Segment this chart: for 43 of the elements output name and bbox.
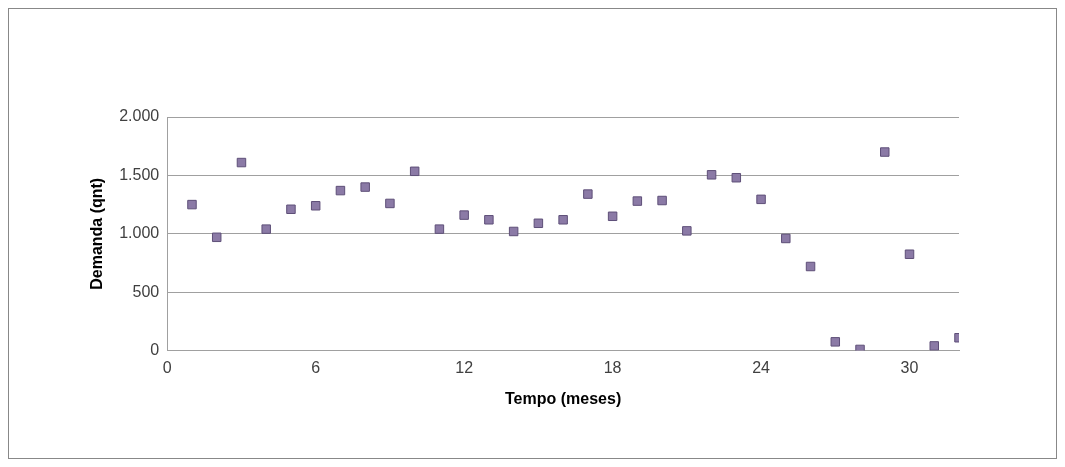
- point: [335, 185, 346, 196]
- point: [236, 157, 247, 168]
- point: [781, 233, 791, 244]
- y-tick-label: 1.000: [119, 224, 160, 242]
- point: [434, 224, 445, 234]
- x-tick-label: 6: [311, 358, 321, 376]
- point: [310, 201, 321, 211]
- point: [756, 194, 766, 205]
- point: [706, 170, 717, 180]
- point: [409, 166, 420, 177]
- y-tick-label: 500: [132, 282, 160, 300]
- y-tick-label: 0: [150, 341, 160, 359]
- point: [508, 226, 519, 237]
- x-tick-label: 0: [162, 358, 172, 376]
- y-tick-label: 1.500: [119, 165, 160, 183]
- point: [187, 199, 197, 210]
- point: [583, 189, 593, 199]
- point: [459, 210, 469, 220]
- point: [830, 337, 841, 347]
- point: [880, 147, 890, 157]
- point: [360, 182, 370, 192]
- point: [731, 172, 742, 183]
- point: [607, 211, 618, 222]
- point: [286, 204, 296, 215]
- point: [484, 215, 494, 225]
- point: [805, 261, 816, 272]
- point: [904, 249, 915, 259]
- x-tick-label: 24: [752, 358, 771, 376]
- point: [261, 224, 271, 234]
- point: [632, 196, 643, 206]
- point: [929, 341, 939, 351]
- x-tick-label: 30: [900, 358, 919, 376]
- y-axis-title: Demanda (qnt): [88, 177, 106, 290]
- x-tick-label: 18: [603, 358, 622, 376]
- point: [657, 195, 667, 206]
- point: [211, 232, 222, 243]
- point: [682, 226, 692, 236]
- x-axis-title: Tempo (meses): [505, 389, 622, 407]
- x-tick-label: 12: [455, 358, 474, 376]
- point: [533, 218, 544, 229]
- point: [385, 198, 395, 209]
- point: [558, 215, 568, 225]
- y-tick-label: 2.000: [119, 107, 160, 125]
